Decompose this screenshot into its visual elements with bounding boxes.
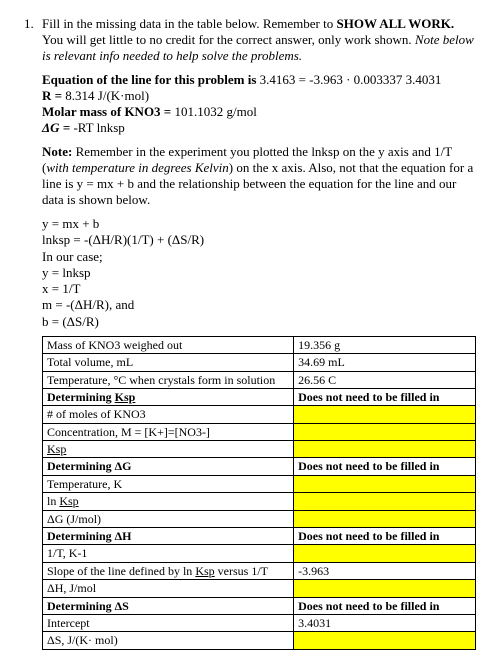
row-value-cell: 34.69 mL xyxy=(294,354,476,371)
table-row: Temperature, K xyxy=(43,475,476,492)
mm-label: Molar mass of KNO3 = xyxy=(42,104,171,119)
row-label-cell: ln Ksp xyxy=(43,493,294,510)
row-label-cell: Intercept xyxy=(43,615,294,632)
table-row: 1/T, K-1 xyxy=(43,545,476,562)
row-label-cell: Determining Ksp xyxy=(43,388,294,405)
given-para: Equation of the line for this problem is… xyxy=(42,72,476,136)
row-value-cell xyxy=(294,510,476,527)
row-label-cell: Slope of the line defined by ln Ksp vers… xyxy=(43,562,294,579)
row-label-cell: Ksp xyxy=(43,441,294,458)
row-value-cell: -3.963 xyxy=(294,562,476,579)
eq-line: y = mx + b xyxy=(42,216,476,232)
note-italic: with temperature in degrees Kelvin xyxy=(46,160,228,175)
table-row: Determining ΔHDoes not need to be filled… xyxy=(43,528,476,545)
row-value-cell: Does not need to be filled in xyxy=(294,388,476,405)
eq-line: m = -(ΔH/R), and xyxy=(42,297,476,313)
intro-text: Fill in the missing data in the table be… xyxy=(42,16,337,31)
table-row: ΔH, J/mol xyxy=(43,580,476,597)
row-value-cell xyxy=(294,475,476,492)
row-value-cell: 3.4031 xyxy=(294,615,476,632)
intro-para: Fill in the missing data in the table be… xyxy=(42,16,476,64)
R-label: R = xyxy=(42,88,62,103)
table-row: Intercept3.4031 xyxy=(43,615,476,632)
eq-line: lnksp = -(ΔH/R)(1/T) + (ΔS/R) xyxy=(42,232,476,248)
row-label-cell: Mass of KNO3 weighed out xyxy=(43,336,294,353)
intro-bold: SHOW ALL WORK. xyxy=(337,16,455,31)
table-row: Mass of KNO3 weighed out19.356 g xyxy=(43,336,476,353)
R-value: 8.314 J/(K·mol) xyxy=(65,88,149,103)
row-label-cell: ΔG (J/mol) xyxy=(43,510,294,527)
question-container: 1. Fill in the missing data in the table… xyxy=(24,16,476,330)
row-label-cell: ΔH, J/mol xyxy=(43,580,294,597)
note-para: Note: Remember in the experiment you plo… xyxy=(42,144,476,208)
note-bold: Note: xyxy=(42,144,72,159)
table-row: Determining ΔSDoes not need to be filled… xyxy=(43,597,476,614)
eq-line: In our case; xyxy=(42,249,476,265)
mm-value: 101.1032 g/mol xyxy=(174,104,256,119)
table-row: Temperature, °C when crystals form in so… xyxy=(43,371,476,388)
table-row: Slope of the line defined by ln Ksp vers… xyxy=(43,562,476,579)
table-row: Ksp xyxy=(43,441,476,458)
table-row: # of moles of KNO3 xyxy=(43,406,476,423)
table-row: Determining ΔGDoes not need to be filled… xyxy=(43,458,476,475)
row-value-cell xyxy=(294,545,476,562)
table-row: Concentration, M = [K+]=[NO3-] xyxy=(43,423,476,440)
eq-value: 3.4163 = -3.963 · 0.003337 3.4031 xyxy=(260,72,442,87)
row-label-cell: Concentration, M = [K+]=[NO3-] xyxy=(43,423,294,440)
dG-label: ΔG = xyxy=(42,120,70,135)
table-row: ΔS, J/(K· mol) xyxy=(43,632,476,649)
eq-line: x = 1/T xyxy=(42,281,476,297)
table-row: Total volume, mL34.69 mL xyxy=(43,354,476,371)
dG-value: -RT lnksp xyxy=(73,120,124,135)
data-table-wrap: Mass of KNO3 weighed out19.356 gTotal vo… xyxy=(42,336,476,650)
row-value-cell xyxy=(294,406,476,423)
table-row: ΔG (J/mol) xyxy=(43,510,476,527)
row-label-cell: # of moles of KNO3 xyxy=(43,406,294,423)
row-value-cell xyxy=(294,632,476,649)
eq-label: Equation of the line for this problem is xyxy=(42,72,256,87)
row-value-cell xyxy=(294,493,476,510)
row-value-cell: 26.56 C xyxy=(294,371,476,388)
row-label-cell: Total volume, mL xyxy=(43,354,294,371)
row-value-cell: Does not need to be filled in xyxy=(294,597,476,614)
data-table: Mass of KNO3 weighed out19.356 gTotal vo… xyxy=(42,336,476,650)
row-label-cell: 1/T, K-1 xyxy=(43,545,294,562)
row-value-cell: Does not need to be filled in xyxy=(294,528,476,545)
question-body: Fill in the missing data in the table be… xyxy=(42,16,476,330)
row-value-cell: Does not need to be filled in xyxy=(294,458,476,475)
eq-line: b = (ΔS/R) xyxy=(42,314,476,330)
question-number: 1. xyxy=(24,16,42,32)
row-label-cell: Determining ΔG xyxy=(43,458,294,475)
row-value-cell xyxy=(294,423,476,440)
table-row: Determining KspDoes not need to be fille… xyxy=(43,388,476,405)
row-value-cell xyxy=(294,441,476,458)
row-label-cell: Determining ΔH xyxy=(43,528,294,545)
intro-text2: You will get little to no credit for the… xyxy=(42,32,415,47)
eq-list: y = mx + b lnksp = -(ΔH/R)(1/T) + (ΔS/R)… xyxy=(42,216,476,330)
row-label-cell: Temperature, °C when crystals form in so… xyxy=(43,371,294,388)
row-value-cell: 19.356 g xyxy=(294,336,476,353)
table-row: ln Ksp xyxy=(43,493,476,510)
row-label-cell: ΔS, J/(K· mol) xyxy=(43,632,294,649)
row-label-cell: Determining ΔS xyxy=(43,597,294,614)
eq-line: y = lnksp xyxy=(42,265,476,281)
row-value-cell xyxy=(294,580,476,597)
row-label-cell: Temperature, K xyxy=(43,475,294,492)
